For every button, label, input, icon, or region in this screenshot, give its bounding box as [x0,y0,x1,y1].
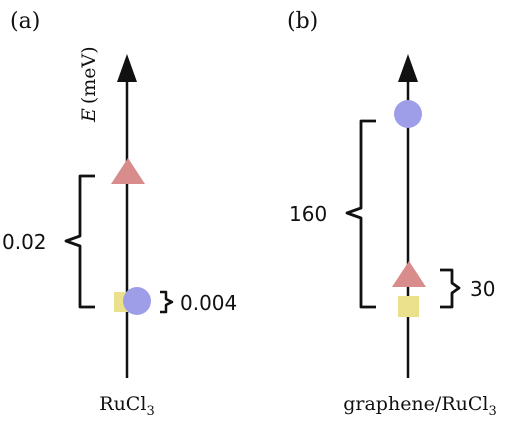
panel-b-triangle-marker [392,261,426,287]
panel-a-triangle-marker [111,158,145,184]
panel-b: (b) 160 30 graphene/RuCl3 [287,9,497,419]
panel-b-axis-arrowhead [398,54,418,82]
panel-b-small-gap-label: 30 [470,277,495,301]
panel-b-square-marker [398,296,419,317]
panel-b-large-gap-label: 160 [289,202,327,226]
panel-b-tag: (b) [287,9,318,34]
panel-b-circle-marker [394,100,422,128]
panel-a-large-gap-bracket [64,174,95,309]
panel-a: (a) E(meV) 0.02 0.004 RuCl3 [2,9,237,419]
panel-b-small-gap-bracket [440,268,461,309]
energy-axis-label: E(meV) [78,46,100,123]
panel-b-large-gap-bracket [345,119,376,309]
panel-a-large-gap-label: 0.02 [2,230,47,254]
panel-a-tag: (a) [10,9,40,34]
panel-a-circle-marker [123,287,151,315]
panel-a-material-label: RuCl3 [99,393,154,419]
panel-b-material-label: graphene/RuCl3 [343,393,497,419]
panel-a-small-gap-bracket [160,290,174,314]
panel-a-axis-arrowhead [117,54,137,82]
panel-a-small-gap-label: 0.004 [180,291,237,315]
